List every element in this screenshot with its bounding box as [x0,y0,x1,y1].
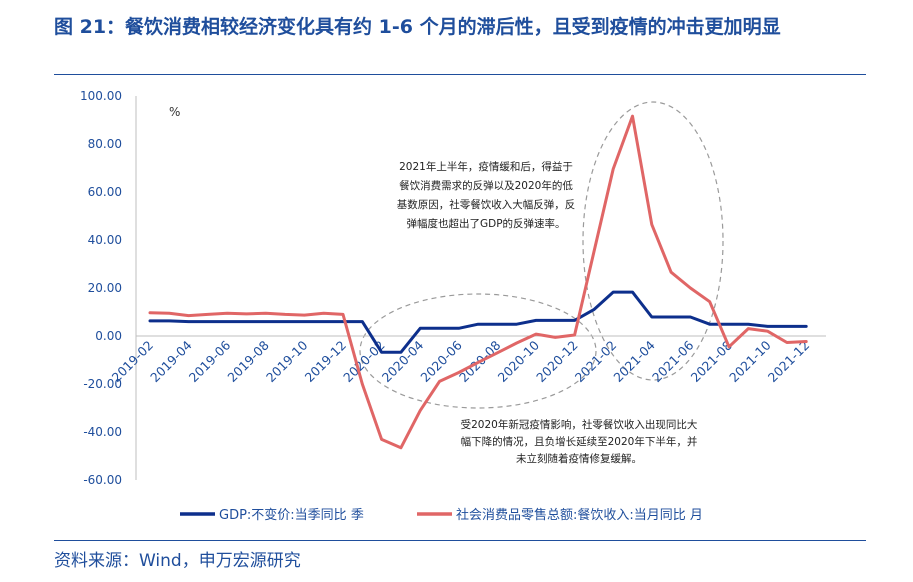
x-tick-label: 2019-10 [263,337,311,385]
y-tick-label: 80.00 [88,137,122,151]
y-tick-label: 60.00 [88,185,122,199]
x-tick-label: 2019-08 [224,337,272,385]
series-line-gdp [148,290,808,354]
annotation-text-2021-rebound: 2021年上半年，疫情缓和后，得益于餐饮消费需求的反弹以及2020年的低基数原因… [397,160,576,230]
page-title: 图 21：餐饮消费相较经济变化具有约 1-6 个月的滞后性，且受到疫情的冲击更加… [54,16,781,38]
x-tick-label: 2020-04 [379,337,427,385]
annotation-line: 基数原因，社零餐饮收入大幅反弹，反 [397,198,576,211]
unit-label: % [169,105,180,119]
y-tick-label: -20.00 [83,377,122,391]
x-tick-label: 2019-06 [186,337,234,385]
x-tick-label: 2020-02 [340,338,388,386]
annotation-ellipse-2020-dip [359,293,597,409]
title-divider [54,74,866,75]
annotation-line: 弹幅度也超出了GDP的反弹速率。 [406,217,565,230]
annotation-ellipse-2021-rebound [582,101,724,381]
y-tick-label: 100.00 [80,89,122,103]
x-tick-label: 2021-06 [649,337,697,385]
footer-divider [54,540,866,541]
annotation-line: 2021年上半年，疫情缓和后，得益于 [399,160,573,173]
x-tick-label: 2020-12 [533,338,581,386]
annotation-line: 幅下降的情况，且负增长延续至2020年下半年，并 [461,435,698,448]
y-tick-label: -60.00 [83,473,122,487]
annotation-line: 餐饮消费需求的反弹以及2020年的低 [399,179,573,192]
x-tick-label: 2019-04 [147,337,195,385]
x-tick-label: 2020-10 [495,337,543,385]
x-tick-label: 2019-12 [302,338,350,386]
x-tick-label: 2020-06 [417,337,465,385]
y-tick-label: 20.00 [88,281,122,295]
legend: GDP:不变价:当季同比 季 社会消费品零售总额:餐饮收入:当月同比 月 [180,507,703,523]
legend-label-gdp: GDP:不变价:当季同比 季 [219,507,364,523]
annotation-ellipses [359,101,724,409]
series-line-catering [148,114,808,450]
x-tick-label: 2019-02 [109,338,157,386]
y-axis [135,96,826,480]
x-tick-labels: 2019-022019-042019-062019-082019-102019-… [109,337,813,385]
source-note: 资料来源：Wind，申万宏源研究 [54,551,301,571]
annotation-line: 未立刻随着疫情修复缓解。 [516,452,642,465]
y-tick-labels: 100.00 80.00 60.00 40.00 20.00 0.00 -20.00 -40.… [80,89,122,487]
series-lines [148,114,808,450]
y-tick-label: 40.00 [88,233,122,247]
annotation-line: 受2020年新冠疫情影响，社零餐饮收入出现同比大 [461,418,698,431]
legend-label-catering: 社会消费品零售总额:餐饮收入:当月同比 月 [456,507,703,523]
y-tick-label: -40.00 [83,425,122,439]
x-tick-label: 2021-12 [765,338,813,386]
y-tick-label: 0.00 [95,329,122,343]
annotation-text-2020-dip: 受2020年新冠疫情影响，社零餐饮收入出现同比大幅下降的情况，且负增长延续至20… [461,418,698,465]
